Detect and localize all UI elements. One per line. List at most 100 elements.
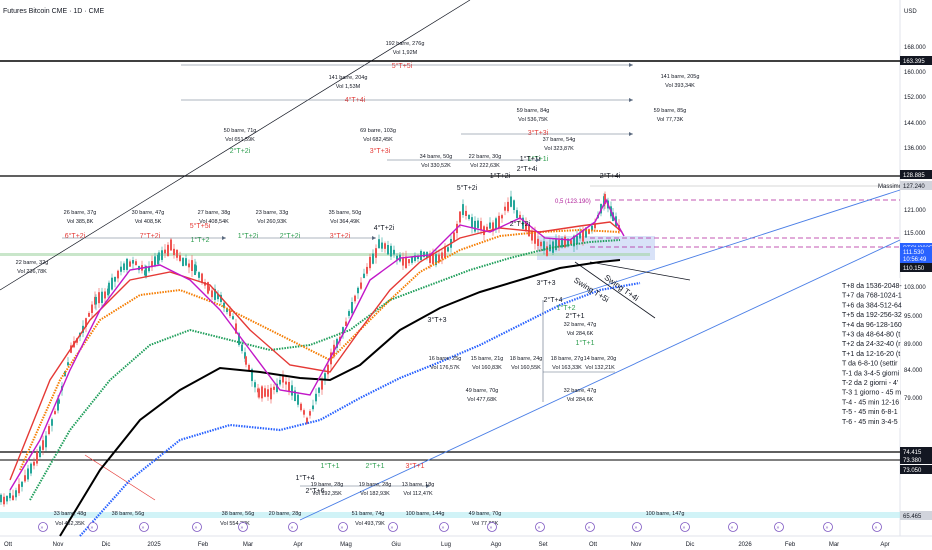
cycle-line (84, 454, 156, 501)
candle (179, 255, 181, 261)
time-label: Dic (102, 542, 111, 548)
time-label: Ott (589, 542, 597, 548)
range-bars-label: 34 barre, 50g (420, 154, 453, 160)
legend-line: T+7 da 768-1024-1 (842, 293, 902, 300)
candle (375, 248, 377, 258)
legend-line: T-2 da 2 giorni - 4' (842, 380, 898, 387)
candle (534, 232, 536, 244)
range-arrowhead (372, 236, 376, 240)
price-tag (900, 511, 932, 520)
candle (164, 249, 166, 254)
event-marker (192, 522, 202, 532)
candle (27, 468, 29, 480)
candle (564, 236, 566, 248)
price-label: 89.000 (904, 342, 923, 348)
candle (30, 463, 32, 474)
candle (444, 246, 446, 259)
candle (145, 265, 147, 278)
range-bars-label: 19 barre, 28g (359, 482, 392, 488)
candle (441, 252, 443, 259)
price-tag-label: 110.150 (903, 266, 925, 272)
candle (158, 252, 160, 261)
candle (151, 261, 153, 268)
range-bars-label: 69 barre, 103g (360, 128, 396, 134)
range-bars-label: 26 barre, 37g (64, 210, 97, 216)
candle (522, 217, 524, 229)
candle (114, 276, 116, 282)
candle (360, 282, 362, 289)
price-tag (900, 56, 932, 65)
candle (561, 238, 563, 248)
candle (504, 206, 506, 211)
candle (417, 255, 419, 259)
event-marker (338, 522, 348, 532)
price-axis[interactable]: 168.000 160.000 152.000 144.000 136.000 121.0… (900, 45, 932, 520)
range-bars-label: 16 barre, 25g (429, 356, 462, 362)
candle (117, 270, 119, 279)
candle (558, 240, 560, 248)
event-marker-glyph: » (683, 525, 686, 531)
range-vol-label: Vol 408,5K (135, 219, 162, 225)
candle (405, 256, 407, 269)
swing-line (589, 261, 691, 281)
range-vol-label: Vol 682,45K (363, 137, 393, 143)
candle (495, 218, 497, 230)
cycle-label: 1°T+2i (490, 172, 511, 180)
candle (576, 235, 578, 244)
cycle-label: 2°T+6 (306, 487, 325, 495)
range-bars-label: 27 barre, 38g (198, 210, 231, 216)
range-bars-label: 37 barre, 54g (543, 137, 576, 143)
candle (135, 261, 137, 266)
candle (120, 266, 122, 272)
legend-line: T-4 - 45 min 12-16 (842, 399, 899, 406)
candle (492, 222, 494, 232)
candle (384, 243, 386, 249)
legend-line: T da 6-8-10 (settir (842, 361, 898, 368)
range-bars-label: 32 barre, 47g (564, 322, 597, 328)
candle (312, 405, 314, 410)
event-marker-glyph: » (341, 525, 344, 531)
candle (570, 240, 572, 245)
legend-line: T-5 - 45 min 6-8-1 (842, 409, 898, 416)
candle (585, 227, 587, 238)
candle (191, 260, 193, 271)
bottom-annotation: 20 barre, 28g (269, 511, 302, 517)
candle (241, 344, 243, 352)
candle (309, 411, 311, 416)
candle (321, 380, 323, 390)
bottom-annotation: Vol 493,79K (355, 521, 385, 527)
candle (582, 230, 584, 242)
cycle-label: 3°T+3 (537, 279, 556, 287)
candle (58, 399, 60, 404)
channel-lower (299, 239, 901, 521)
cycle-label: 2°T+2i (280, 232, 301, 240)
event-marker-glyph: » (777, 525, 780, 531)
range-bars-label: 59 barre, 84g (517, 108, 550, 114)
legend-line: T-3 1 giorno - 45 m (842, 390, 901, 397)
candle (226, 308, 228, 312)
price-label: 115.000 (904, 231, 926, 237)
candle (223, 302, 225, 308)
range-bars-label: 35 barre, 50g (329, 210, 362, 216)
legend-line: T+1 da 12-16-20 (t (842, 351, 900, 358)
range-bars-label: 18 barre, 27g (551, 356, 584, 362)
candle (486, 226, 488, 231)
candle (588, 229, 590, 234)
time-label: Apr (880, 542, 889, 548)
range-vol-label: Vol 1,92M (393, 50, 418, 56)
time-axis[interactable]: Ott Nov Dic 2025 Feb Mar Apr Mag Giu Lug Ago Set Ott… (4, 522, 890, 549)
bottom-annotation: 49 barre, 70g (469, 511, 502, 517)
event-marker (632, 522, 642, 532)
massimo-label: Massimo (878, 184, 903, 190)
range-arrowhead (629, 98, 633, 102)
candle (342, 327, 344, 335)
candle (459, 211, 461, 223)
event-marker-glyph: » (142, 525, 145, 531)
moving-averages-layer (9, 198, 641, 537)
legend-line: T+5 da 192-256-32 (842, 312, 902, 319)
candle (129, 261, 131, 267)
candle (15, 490, 17, 498)
time-label: Nov (631, 542, 642, 548)
